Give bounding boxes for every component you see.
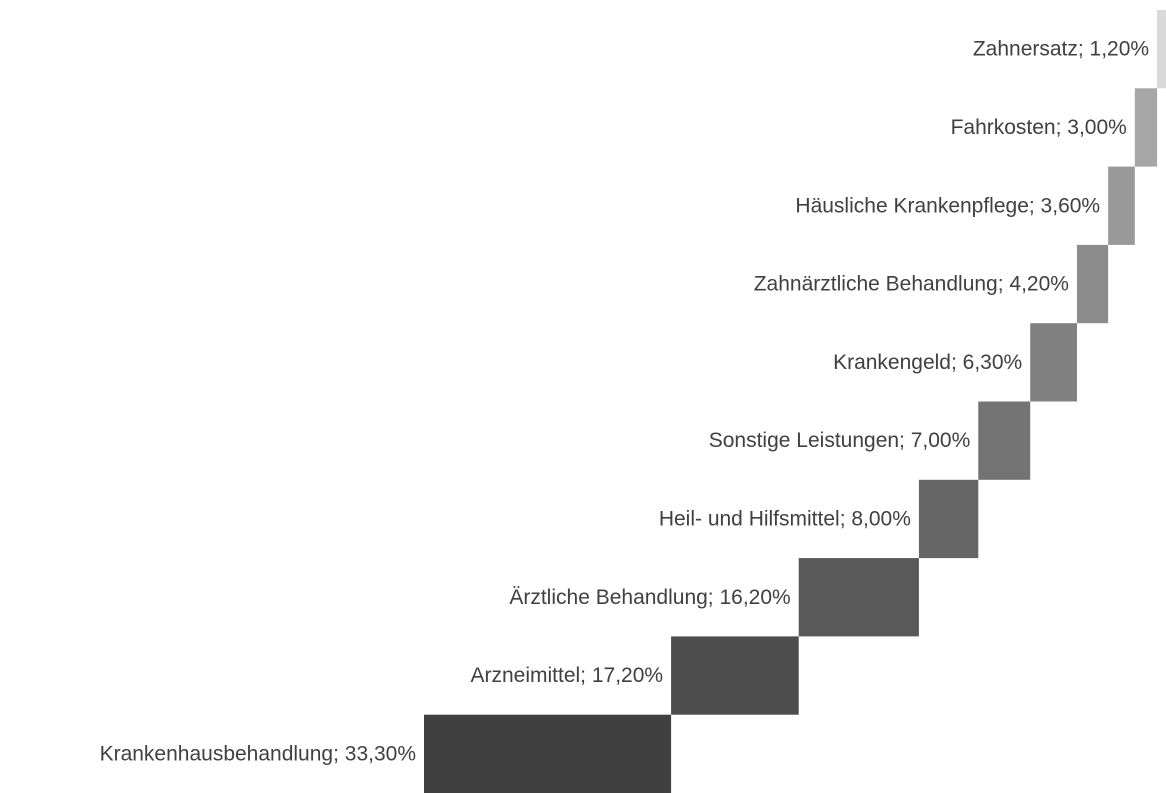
data-label: Zahnersatz; 1,20% xyxy=(973,38,1149,61)
bar xyxy=(1108,166,1135,245)
bar xyxy=(1157,10,1166,89)
data-label: Krankenhausbehandlung; 33,30% xyxy=(100,742,416,765)
bar xyxy=(918,479,979,559)
data-label: Zahnärztliche Behandlung; 4,20% xyxy=(754,273,1069,296)
data-label: Häusliche Krankenpflege; 3,60% xyxy=(795,194,1100,217)
data-label: Fahrkosten; 3,00% xyxy=(951,116,1127,139)
data-label: Krankengeld; 6,30% xyxy=(833,351,1022,374)
data-label: Arzneimittel; 17,20% xyxy=(470,664,663,687)
bar xyxy=(978,401,1031,480)
bar xyxy=(424,714,672,793)
bar xyxy=(1076,244,1109,324)
data-label: Heil- und Hilfsmittel; 8,00% xyxy=(659,507,911,530)
bar xyxy=(1030,323,1077,402)
data-label: Sonstige Leistungen; 7,00% xyxy=(709,429,971,452)
bar xyxy=(798,558,919,637)
bar xyxy=(671,636,799,715)
bar xyxy=(1134,88,1158,167)
data-label: Ärztliche Behandlung; 16,20% xyxy=(509,586,790,609)
